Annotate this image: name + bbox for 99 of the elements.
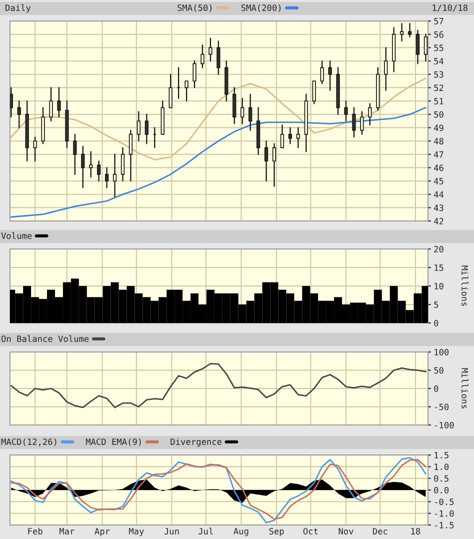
y-tick-label: 51 xyxy=(434,98,444,104)
legend-label: On Balance Volume xyxy=(1,335,89,342)
candlestick xyxy=(232,87,236,124)
candlestick xyxy=(49,87,53,122)
candlestick xyxy=(272,143,276,187)
y-tick-label: -1.0 xyxy=(435,510,454,517)
y-tick-label: 43 xyxy=(434,204,444,212)
candlestick xyxy=(144,114,148,144)
y-tick-label: 53 xyxy=(434,71,444,78)
legend-label: Volume xyxy=(1,232,32,240)
y-tick-label: -1.5 xyxy=(435,522,454,528)
candlestick xyxy=(280,124,284,148)
candlestick xyxy=(112,154,117,198)
y-tick-label: 44 xyxy=(434,191,444,198)
candlestick xyxy=(128,130,133,182)
x-tick-label: Aug xyxy=(234,528,248,536)
candlestick xyxy=(416,30,420,64)
y-tick-label: 10 xyxy=(434,282,444,290)
y-tick-label: 1.0 xyxy=(434,464,449,470)
legend-label: SMA(200) xyxy=(241,4,281,12)
candlestick xyxy=(320,60,324,84)
y-tick-label: 56 xyxy=(434,31,444,38)
y-tick-label: 48 xyxy=(434,138,444,144)
candlestick xyxy=(17,100,21,128)
y-tick-label: 5 xyxy=(434,302,438,308)
x-tick-label: 18 xyxy=(411,528,420,534)
candlestick xyxy=(216,40,220,75)
y-tick-label: 50 xyxy=(434,367,444,374)
candlestick xyxy=(288,127,292,144)
x-tick-label: Jul xyxy=(198,528,213,534)
y-tick-label: 0.0 xyxy=(434,486,449,494)
y-axis-title: Millions xyxy=(461,266,468,306)
line-series xyxy=(10,78,426,160)
y-axis-title: Millions xyxy=(461,368,468,408)
y-tick-label: 0 xyxy=(434,320,438,326)
candlestick xyxy=(408,23,412,38)
y-tick-label: 100 xyxy=(434,348,449,356)
x-tick-label: Nov xyxy=(338,528,354,534)
candlestick xyxy=(136,111,141,142)
candlestick xyxy=(89,151,93,178)
y-tick-label: 55 xyxy=(434,44,444,52)
candlestick xyxy=(73,134,77,175)
y-tick-label: 45 xyxy=(434,178,444,184)
candlestick xyxy=(344,100,348,122)
candlestick xyxy=(360,111,364,135)
x-tick-label: Sep xyxy=(269,528,284,536)
y-tick-label: 15 xyxy=(434,264,444,271)
legend-label: MACD EMA(9) xyxy=(86,438,141,446)
y-tick-label: 54 xyxy=(434,58,444,64)
x-tick-label: May xyxy=(129,528,144,536)
candlestick xyxy=(368,103,372,126)
legend-label: MACD(12,26) xyxy=(1,438,56,446)
candlestick xyxy=(328,60,332,91)
candlestick xyxy=(208,38,212,62)
legend-label: Divergence xyxy=(170,438,222,447)
legend-label: SMA(50) xyxy=(178,4,212,12)
text: 1/10/18 xyxy=(432,4,468,12)
candlestick xyxy=(33,136,37,162)
y-tick-label: 57 xyxy=(434,18,444,24)
y-tick-label: 50 xyxy=(434,111,444,118)
candlestick xyxy=(192,60,196,88)
candlestick xyxy=(312,80,316,104)
candlestick xyxy=(296,127,300,148)
candlestick xyxy=(384,47,388,91)
y-tick-label: -0.5 xyxy=(435,498,454,506)
y-tick-label: 46 xyxy=(434,164,444,172)
candlestick xyxy=(57,87,61,118)
line-series xyxy=(10,362,426,408)
candlestick xyxy=(264,140,268,182)
candlestick xyxy=(168,74,172,108)
x-tick-label: Jun xyxy=(164,528,179,534)
x-tick-label: Dec xyxy=(372,528,388,534)
candlestick xyxy=(120,147,125,182)
candlestick xyxy=(248,94,252,131)
candlestick xyxy=(352,107,356,138)
x-tick-label: Feb xyxy=(28,528,42,534)
y-tick-label: 49 xyxy=(434,124,444,132)
candlestick xyxy=(97,160,101,182)
y-tick-label: 47 xyxy=(434,151,444,158)
candlestick xyxy=(104,167,109,188)
candlestick xyxy=(184,80,188,102)
y-tick-label: -100 xyxy=(435,422,454,428)
y-tick-label: 0.5 xyxy=(434,475,448,482)
y-tick-label: 42 xyxy=(434,218,444,224)
x-tick-label: Mar xyxy=(60,528,74,534)
x-tick-label: Oct xyxy=(303,528,318,534)
x-tick-label: Apr xyxy=(94,528,110,536)
candlestick xyxy=(200,44,204,68)
y-tick-label: 52 xyxy=(434,84,444,92)
candlestick xyxy=(10,87,13,118)
y-tick-label: 1.5 xyxy=(434,452,448,458)
line-series xyxy=(10,106,426,218)
y-tick-label: -50 xyxy=(435,404,449,410)
candlestick xyxy=(240,98,244,124)
candlestick xyxy=(41,107,45,144)
candlestick xyxy=(81,146,85,188)
chart-title: Daily xyxy=(6,4,31,13)
y-tick-label: 0 xyxy=(434,385,438,392)
y-tick-label: 20 xyxy=(434,246,444,252)
